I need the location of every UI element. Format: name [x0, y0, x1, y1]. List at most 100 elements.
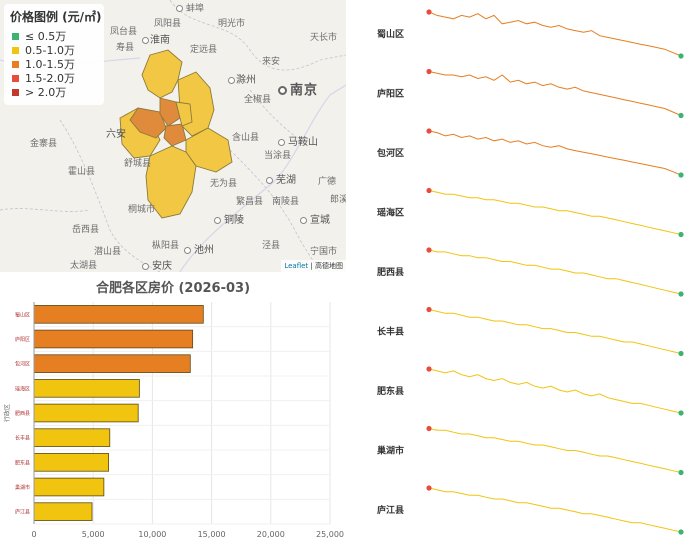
- city-dot-chuzhou: [228, 77, 235, 84]
- place-nanjing: 南京: [290, 83, 319, 98]
- bar-x-tick-label: 5,000: [82, 530, 105, 539]
- city-dot-bengbu: [176, 5, 183, 12]
- sparkline-series[interactable]: [428, 190, 682, 235]
- bar[interactable]: [33, 354, 191, 373]
- bar-y-axis-label: 行政区: [3, 404, 11, 422]
- sparkline-label: 巢湖市: [376, 445, 404, 457]
- bar-category-label: 长丰县: [15, 435, 30, 442]
- district-baohe[interactable]: [163, 123, 187, 147]
- bar[interactable]: [33, 428, 111, 447]
- bar-x-tick-label: 15,000: [198, 530, 226, 539]
- legend-item: > 2.0万: [10, 85, 98, 99]
- attribution-text: | 高德地图: [310, 262, 343, 270]
- place-huainan: 淮南: [150, 35, 170, 46]
- place-qianshan: 潜山县: [94, 247, 122, 257]
- sparkline-series[interactable]: [428, 309, 682, 354]
- sparkline-end-marker: [678, 350, 684, 357]
- place-maanshan: 马鞍山: [288, 137, 318, 148]
- bar-category-label: 庐江县: [15, 509, 30, 516]
- sparkline-start-marker: [426, 366, 432, 372]
- map-attribution: Leaflet | 高德地图: [281, 260, 346, 272]
- city-dot-huainan: [142, 37, 149, 44]
- bar[interactable]: [33, 477, 105, 497]
- bar[interactable]: [33, 379, 140, 398]
- bar-category-label: 包河区: [15, 361, 30, 368]
- legend-swatch: [12, 88, 19, 96]
- sparkline-end-marker: [678, 231, 684, 238]
- place-dangtu: 当涂县: [264, 151, 292, 161]
- sparkline-series[interactable]: [428, 11, 682, 57]
- sparkline-series[interactable]: [428, 130, 682, 176]
- legend-item: ≤ 0.5万: [10, 29, 98, 43]
- place-anqing: 安庆: [152, 261, 172, 272]
- district-luyang[interactable]: [159, 97, 181, 127]
- sparkline-series[interactable]: [428, 487, 682, 533]
- place-luan: 六安: [106, 129, 126, 140]
- place-hanshan: 含山县: [232, 133, 260, 143]
- sparkline-series[interactable]: [428, 249, 682, 295]
- sparkline-start-marker: [426, 187, 432, 194]
- sparkline-start-marker: [426, 425, 432, 432]
- sparkline-end-marker: [678, 529, 684, 535]
- bar[interactable]: [33, 453, 109, 472]
- place-yuexi: 岳西县: [72, 225, 100, 235]
- bar-x-tick-label: 10,000: [138, 530, 166, 539]
- city-dot-tongling: [214, 217, 221, 224]
- legend-label: 1.0-1.5万: [25, 58, 75, 71]
- map-panel[interactable]: 蚌埠 明光市 凤阳县 天长市 定远县 淮南 寿县 来安 滁州 南京 全椒县 六安…: [0, 0, 346, 272]
- price-legend: 价格图例 (元/㎡) ≤ 0.5万 0.5-1.0万 1.0-1.5万 1.5-…: [4, 4, 104, 105]
- bar-x-tick-label: 25,000: [316, 530, 344, 539]
- sparkline-series[interactable]: [428, 428, 682, 473]
- leaflet-link[interactable]: Leaflet: [284, 262, 309, 270]
- sparkline-end-marker: [678, 53, 684, 59]
- place-dingyuan: 定远县: [190, 45, 218, 55]
- place-bengbu: 蚌埠: [186, 4, 205, 14]
- bar[interactable]: [33, 403, 139, 423]
- bar-chart-title: 合肥各区房价 (2026-03): [96, 280, 250, 296]
- place-mingguang: 明光市: [218, 19, 246, 29]
- map-boundaries: [0, 0, 346, 272]
- bar[interactable]: [33, 329, 194, 349]
- sparkline-series[interactable]: [428, 368, 682, 414]
- place-chuzhou: 滁州: [236, 75, 256, 86]
- sparkline-series[interactable]: [428, 71, 682, 116]
- sparkline-label: 庐阳区: [377, 88, 404, 100]
- sparkline-label: 肥西县: [377, 267, 404, 278]
- legend-item: 0.5-1.0万: [10, 43, 98, 57]
- place-nanling: 南陵县: [272, 197, 300, 207]
- city-dot-wuhu: [266, 177, 273, 184]
- place-wuwei: 无为县: [210, 179, 238, 189]
- sparkline-label: 肥东县: [377, 385, 404, 397]
- district-lujiang[interactable]: [145, 145, 197, 219]
- bar[interactable]: [33, 305, 204, 324]
- place-guangde: 广德: [318, 177, 337, 187]
- sparkline-end-marker: [678, 469, 684, 476]
- district-changfeng[interactable]: [141, 49, 183, 99]
- sparkline-label: 蜀山区: [377, 28, 404, 40]
- legend-label: 1.5-2.0万: [25, 72, 75, 85]
- bar-category-label: 庐阳区: [15, 336, 30, 343]
- bar-chart: 合肥各区房价 (2026-03) 0 5,000 10,000 15,000 20,000…: [3, 280, 344, 539]
- legend-item: 1.0-1.5万: [10, 57, 98, 71]
- legend-item: 1.5-2.0万: [10, 71, 98, 85]
- place-ningguo: 宁国市: [310, 247, 338, 257]
- sparkline-start-marker: [426, 128, 432, 134]
- bar[interactable]: [33, 502, 93, 521]
- district-yaohai[interactable]: [175, 101, 193, 127]
- place-tianchang: 天长市: [310, 33, 338, 43]
- place-tongcheng: 桐城市: [128, 205, 156, 215]
- legend-label: ≤ 0.5万: [25, 30, 67, 43]
- place-langxi: 郎溪: [330, 195, 346, 205]
- bar-x-tick-label: 0: [31, 530, 36, 539]
- legend-swatch: [12, 46, 19, 54]
- hefei-districts[interactable]: [119, 49, 233, 219]
- sparkline-start-marker: [426, 485, 432, 491]
- legend-swatch: [12, 32, 19, 40]
- place-jingxian: 泾县: [262, 241, 281, 251]
- map-canvas[interactable]: [0, 0, 346, 272]
- sparkline-start-marker: [426, 68, 432, 75]
- place-wuhu: 芜湖: [276, 175, 296, 186]
- legend-swatch: [12, 60, 19, 68]
- place-shucheng: 舒城县: [124, 159, 152, 169]
- place-fengyang: 凤阳县: [154, 19, 182, 29]
